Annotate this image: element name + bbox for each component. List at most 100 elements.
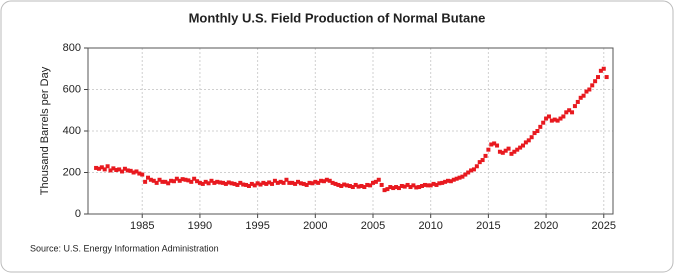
y-tick-label: 200 [63,166,81,178]
point [333,181,338,186]
point [463,172,468,177]
point [151,178,156,183]
point [102,167,107,172]
point [402,184,407,189]
point [399,183,404,188]
point [319,178,324,183]
point [492,141,497,146]
point [604,75,609,80]
point [324,177,329,182]
point [365,182,370,187]
point [339,183,344,188]
point [200,181,205,186]
point [446,178,450,183]
point [581,93,586,98]
point [350,185,355,190]
point [538,124,543,129]
point [394,185,399,190]
point [598,68,603,73]
point [570,110,575,115]
y-tick-label: 400 [63,125,81,137]
point [321,179,326,184]
point [252,183,257,188]
point [304,182,309,187]
point [425,183,430,188]
point [515,147,520,152]
point [125,168,130,173]
point [244,182,249,187]
point [567,108,572,113]
point [506,146,511,151]
point [177,178,182,183]
point [431,181,436,186]
point [140,172,145,177]
point [596,75,600,80]
point [575,99,580,104]
point [195,179,200,184]
point [255,181,260,186]
point [544,116,549,121]
x-tick-label: 2000 [303,220,327,232]
point [192,176,197,181]
point [137,171,142,176]
point [105,164,110,169]
point [134,169,139,174]
point [561,114,566,119]
point [541,120,546,125]
point [411,183,416,188]
point [131,170,136,175]
point [290,180,295,185]
point [469,168,474,173]
point [512,149,517,154]
point [495,143,500,148]
point [327,178,332,183]
point [368,183,373,188]
point [405,182,410,187]
point [163,179,168,184]
point [558,116,563,121]
point [281,180,286,185]
point [422,182,427,187]
point [212,180,217,185]
point [440,180,445,185]
point [146,175,150,180]
point [437,181,442,186]
point [376,177,381,182]
point [336,182,341,187]
point [128,168,133,173]
point [180,177,185,182]
point [122,166,127,171]
point [587,87,592,92]
point [408,185,413,190]
point [373,179,378,184]
point [313,179,318,184]
point [189,179,194,184]
x-tick-label: 2015 [476,220,500,232]
point [221,180,225,185]
point [197,180,202,185]
point [99,165,104,170]
point [526,138,531,143]
point [601,66,606,71]
point [382,188,387,193]
point [154,180,159,185]
point [264,181,269,186]
point [483,153,488,158]
point [261,180,266,185]
point [166,181,171,186]
point [111,166,116,171]
point [451,177,456,182]
point [235,182,240,187]
point [117,167,122,172]
point [509,151,514,156]
point [310,181,315,186]
point [460,174,465,179]
point [284,177,289,182]
point [278,179,283,184]
point [564,110,569,115]
point [96,166,101,171]
point [229,181,234,186]
point [590,83,595,88]
point [471,167,476,172]
